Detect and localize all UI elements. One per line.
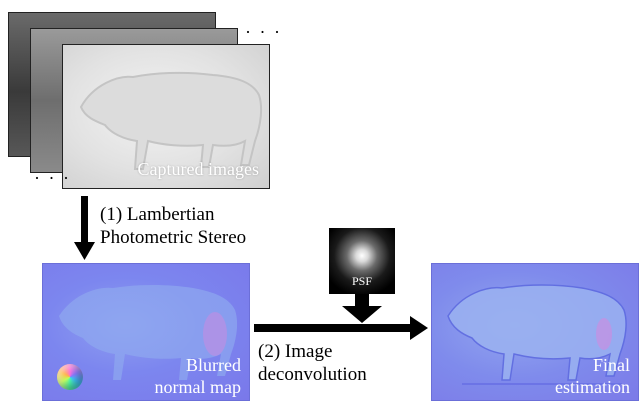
blurred-line1: Blurred	[186, 355, 241, 375]
blurred-normal-map-label: Blurred normal map	[155, 354, 241, 398]
captured-image-front: Captured images	[62, 44, 270, 189]
psf-label: PSF	[351, 274, 373, 288]
normal-color-sphere-icon	[57, 364, 83, 390]
step2-line2: deconvolution	[258, 364, 367, 385]
final-estimation-map: Final estimation	[431, 263, 639, 401]
cow-silhouette-sharp	[447, 284, 627, 385]
cow-silhouette-blurred	[59, 285, 238, 380]
blurred-normal-map: Blurred normal map	[42, 263, 250, 401]
ellipsis-bottom: · · ·	[34, 168, 71, 188]
final-line1: Final	[592, 355, 630, 375]
step1-line1: (1) Lambertian	[100, 204, 215, 225]
psf-image: PSF	[329, 228, 395, 294]
final-line2: estimation	[555, 377, 630, 397]
step1-line2: Photometric Stereo	[100, 227, 247, 248]
psf-arrow	[342, 294, 382, 323]
cow-silhouette-gray	[79, 71, 263, 170]
captured-images-label: Captured images	[137, 159, 259, 179]
step2-line1: (2) Image	[258, 341, 333, 362]
ellipsis-top: · · ·	[245, 22, 282, 42]
final-estimation-label: Final estimation	[555, 354, 630, 398]
step1-label: (1) Lambertian Photometric Stereo	[100, 203, 246, 249]
step2-arrow	[254, 316, 428, 340]
step1-arrow	[74, 196, 95, 260]
blurred-line2: normal map	[154, 377, 241, 397]
step2-label: (2) Image deconvolution	[258, 340, 367, 386]
